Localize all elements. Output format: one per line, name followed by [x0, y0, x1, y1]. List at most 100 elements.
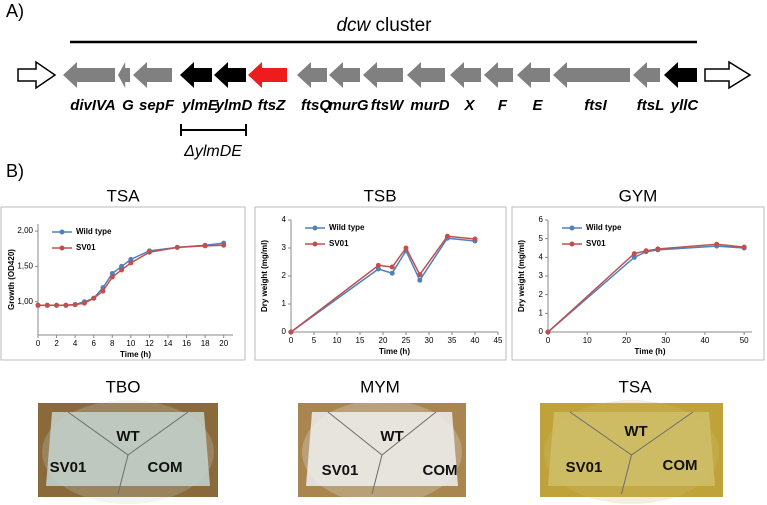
gene-label: ylmD — [215, 97, 253, 114]
colony-edge — [569, 411, 632, 456]
gene-arrow — [133, 62, 172, 88]
gene-label: murD — [410, 97, 449, 114]
gene-arrow — [180, 62, 212, 88]
plate-label: COM — [423, 462, 458, 479]
data-point — [119, 267, 125, 273]
gene-arrow — [214, 62, 246, 88]
x-tick-label: 8 — [110, 339, 115, 348]
y-tick-label: 5 — [539, 234, 544, 243]
gene-label: E — [532, 97, 543, 114]
data-point — [389, 270, 395, 276]
legend-marker — [312, 225, 318, 231]
plate-label: COM — [663, 457, 698, 474]
gene-label: murG — [328, 97, 368, 114]
x-tick-label: 20 — [219, 339, 228, 348]
x-tick-label: 30 — [425, 336, 434, 345]
gene-label: F — [498, 97, 508, 114]
legend-label: Wild type — [586, 223, 622, 232]
colony-edge — [117, 454, 129, 495]
y-tick-label: 1 — [282, 299, 287, 308]
chart-title: TSA — [106, 186, 140, 205]
colony — [306, 412, 458, 486]
gene-arrow — [450, 62, 481, 88]
x-tick-label: 45 — [494, 336, 503, 345]
x-tick-label: 15 — [356, 336, 365, 345]
data-point — [81, 300, 87, 306]
colony-edge — [127, 411, 189, 456]
plate-title: TSA — [618, 377, 652, 396]
deletion-label: ΔylmDE — [183, 143, 242, 160]
plate-label: WT — [116, 428, 139, 445]
legend-label: Wild type — [76, 227, 112, 236]
data-point — [375, 262, 381, 268]
x-tick-label: 16 — [182, 339, 191, 348]
data-point — [714, 241, 720, 247]
data-point — [288, 329, 294, 335]
x-tick-label: 30 — [661, 336, 670, 345]
plate-title: MYM — [360, 377, 400, 396]
data-point — [444, 233, 450, 239]
data-point — [91, 295, 97, 301]
y-tick-label: 1 — [539, 308, 544, 317]
data-point — [63, 302, 69, 308]
plate-title: TBO — [106, 377, 141, 396]
y-tick-label: 0 — [282, 327, 287, 336]
data-point — [403, 245, 409, 251]
data-point — [44, 302, 50, 308]
gene-arrow — [664, 62, 697, 88]
gene-arrow — [517, 62, 550, 88]
gene-arrow — [633, 62, 660, 88]
data-point — [472, 236, 478, 242]
gene-label: G — [122, 97, 134, 114]
y-axis-label: Dry weight (mg/ml) — [517, 240, 526, 312]
gene-label: divIVA — [70, 97, 116, 114]
data-point — [72, 302, 78, 308]
cluster-title: dcw cluster — [336, 15, 432, 36]
x-tick-label: 40 — [471, 336, 480, 345]
x-axis-label: Time (h) — [635, 347, 666, 356]
data-point — [631, 254, 637, 260]
cluster-suffix: cluster — [370, 15, 432, 36]
panel-label: B) — [6, 161, 24, 181]
y-tick-label: 3 — [282, 243, 287, 252]
data-point — [128, 260, 134, 266]
gene-label: X — [463, 97, 475, 114]
colony-edge — [381, 411, 437, 456]
y-tick-label: 4 — [539, 252, 544, 261]
data-point — [174, 244, 180, 250]
colony-edge — [327, 411, 383, 456]
chart-title: TSB — [363, 186, 396, 205]
x-tick-label: 12 — [145, 339, 154, 348]
legend-marker — [59, 229, 65, 235]
gene-arrow — [63, 62, 115, 88]
legend-marker — [59, 245, 65, 251]
data-point — [643, 248, 649, 254]
x-tick-label: 20 — [622, 336, 631, 345]
gene-label: sepF — [139, 97, 175, 114]
data-point — [545, 329, 551, 335]
x-tick-label: 2 — [54, 339, 59, 348]
x-tick-label: 18 — [201, 339, 210, 348]
y-tick-label: 6 — [539, 215, 544, 224]
y-tick-label: 0 — [539, 327, 544, 336]
gene-label: ftsL — [637, 97, 665, 114]
data-point — [221, 242, 227, 248]
gene-label: ftsQ — [301, 97, 331, 114]
gene-arrow — [248, 62, 287, 88]
gene-arrow — [484, 62, 513, 88]
legend-label: Wild type — [329, 223, 365, 232]
series-line — [547, 245, 745, 333]
gene-label: ftsW — [371, 97, 405, 114]
cluster-prefix: dcw — [336, 15, 371, 36]
gene-arrow — [407, 62, 445, 88]
y-axis-label: Growth (OD420) — [7, 249, 16, 310]
flank-arrow — [704, 60, 752, 90]
x-tick-label: 10 — [333, 336, 342, 345]
data-point — [417, 277, 423, 283]
y-tick-label: 1,00 — [17, 297, 33, 306]
x-tick-label: 40 — [700, 336, 709, 345]
y-tick-label: 3 — [539, 271, 544, 280]
gene-arrow — [553, 62, 630, 88]
plate-label: WT — [624, 423, 647, 440]
